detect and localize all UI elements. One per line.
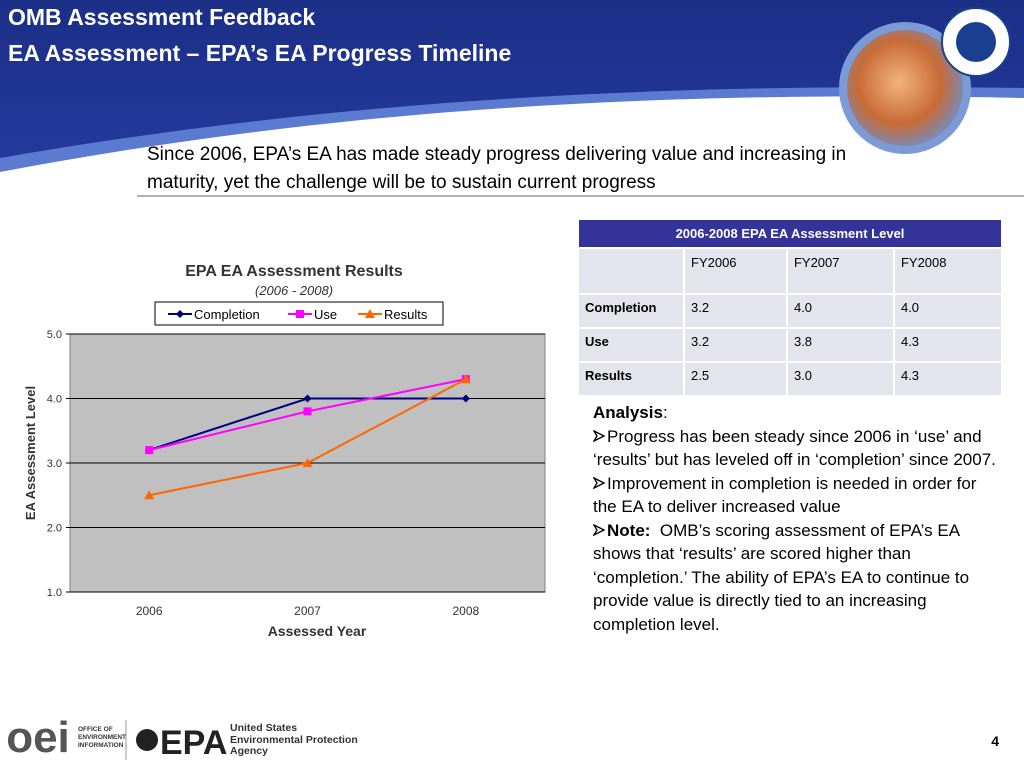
oei-text: OFFICE OF ENVIRONMENTAL INFORMATION xyxy=(78,726,126,749)
chart-subtitle: (2006 - 2008) xyxy=(255,283,333,298)
bullet-text: Progress has been steady since 2006 in ‘… xyxy=(593,426,996,470)
epa-seal-center xyxy=(956,22,996,62)
bullet-arrow xyxy=(593,429,605,442)
legend-label: Results xyxy=(384,307,428,322)
legend-marker xyxy=(176,310,184,318)
analysis-heading-line: Analysis: xyxy=(593,401,1003,425)
bullet: Note: OMB’s scoring assessment of EPA’s … xyxy=(593,519,1003,637)
agency-box: United States Environmental Protection A… xyxy=(230,723,358,757)
table-corner xyxy=(579,249,683,293)
table-cell: 3.8 xyxy=(787,329,893,361)
data-point xyxy=(144,490,155,500)
subtitle: Since 2006, EPA’s EA has made steady pro… xyxy=(147,144,847,193)
logo-photo xyxy=(847,30,963,146)
table-cell: 4.3 xyxy=(894,363,1001,395)
data-point xyxy=(461,394,470,403)
title-line-2: EA Assessment – EPA’s EA Progress Timeli… xyxy=(8,40,512,66)
epa-flower xyxy=(136,729,158,751)
y-axis-label: EA Assessment Level xyxy=(23,386,38,520)
chart-title: EPA EA Assessment Results xyxy=(185,263,403,280)
agency-name: United States Environmental Protection A… xyxy=(230,723,358,757)
data-point xyxy=(303,407,312,416)
column-header: FY2006 xyxy=(685,249,786,293)
epa-wordmark: EPA xyxy=(160,724,227,762)
row-label: Results xyxy=(579,363,683,395)
header-band xyxy=(0,0,1024,158)
page-number: 4 xyxy=(991,733,999,749)
table-cell: 4.3 xyxy=(894,329,1001,361)
data-point xyxy=(303,394,312,403)
table-header-row: FY2006 FY2007 FY2008 xyxy=(579,249,1001,293)
data-point xyxy=(302,458,313,467)
legend-marker xyxy=(296,310,304,318)
y-tick-label: 2.0 xyxy=(47,523,62,535)
data-point xyxy=(460,374,471,384)
oei-text-box: OFFICE OF ENVIRONMENTAL INFORMATION xyxy=(78,726,126,749)
row-label: Use xyxy=(579,329,683,361)
x-tick-label: 2006 xyxy=(136,604,163,618)
bullet-arrow xyxy=(593,476,605,489)
x-tick-label: 2008 xyxy=(452,604,479,618)
bullet-text: Improvement in completion is needed in o… xyxy=(593,473,977,517)
table-cell: 4.0 xyxy=(894,295,1001,327)
y-tick-label: 5.0 xyxy=(47,329,62,341)
note-label: Note: xyxy=(607,520,651,540)
oei-logo: oei xyxy=(6,713,70,762)
title-line-1: OMB Assessment Feedback xyxy=(8,4,316,30)
table-title: 2006-2008 EPA EA Assessment Level xyxy=(579,220,1001,247)
legend-label: Use xyxy=(314,307,337,322)
x-tick-label: 2007 xyxy=(294,604,321,618)
bullet: Improvement in completion is needed in o… xyxy=(593,472,1003,519)
analysis-heading-suffix: : xyxy=(662,403,668,422)
y-tick-label: 1.0 xyxy=(47,587,62,599)
note-text: OMB’s scoring assessment of EPA’s EA sho… xyxy=(593,520,970,634)
y-tick-label: 3.0 xyxy=(47,458,62,470)
table-row: Completion 3.2 4.0 4.0 xyxy=(579,295,1001,327)
table-cell: 3.2 xyxy=(685,329,786,361)
column-header: FY2007 xyxy=(787,249,893,293)
table-title-row: 2006-2008 EPA EA Assessment Level xyxy=(579,220,1001,247)
bullet-arrow xyxy=(593,523,605,536)
column-header: FY2008 xyxy=(894,249,1001,293)
row-label: Completion xyxy=(579,295,683,327)
data-point xyxy=(145,446,154,455)
x-axis-label: Assessed Year xyxy=(268,623,367,639)
legend-label: Completion xyxy=(194,307,260,322)
analysis: Analysis: Progress has been steady since… xyxy=(593,401,1003,636)
assessment-table: 2006-2008 EPA EA Assessment Level FY2006… xyxy=(577,218,1003,397)
divider xyxy=(137,195,1024,197)
analysis-heading: Analysis xyxy=(593,403,663,422)
table-cell: 3.2 xyxy=(685,295,786,327)
table-cell: 2.5 xyxy=(685,363,786,395)
bullet: Progress has been steady since 2006 in ‘… xyxy=(593,425,1003,472)
table-row: Use 3.2 3.8 4.3 xyxy=(579,329,1001,361)
chart: EPA EA Assessment Results (2006 - 2008) As… xyxy=(23,263,545,639)
y-tick-label: 4.0 xyxy=(47,394,62,406)
table-row: Results 2.5 3.0 4.3 xyxy=(579,363,1001,395)
legend-marker xyxy=(365,309,375,318)
table-cell: 3.0 xyxy=(787,363,893,395)
table-cell: 4.0 xyxy=(787,295,893,327)
